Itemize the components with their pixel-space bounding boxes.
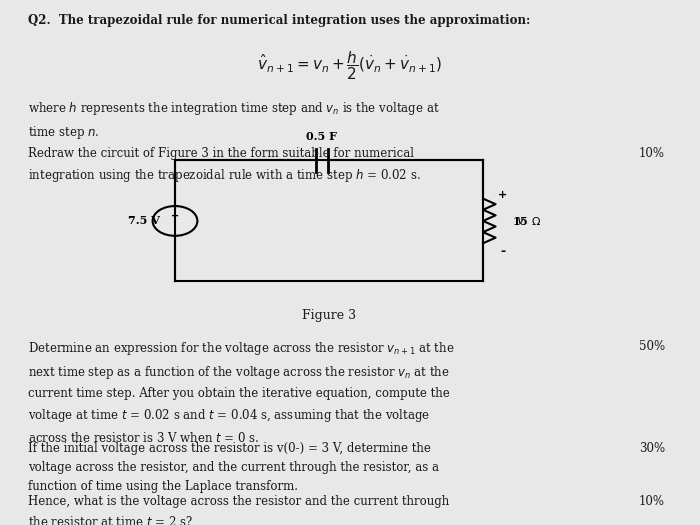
Text: v: v <box>517 214 524 227</box>
Text: 10%: 10% <box>639 146 665 160</box>
Text: 0.5 F: 0.5 F <box>307 131 337 142</box>
Text: Hence, what is the voltage across the resistor and the current through
the resis: Hence, what is the voltage across the re… <box>28 496 449 525</box>
Text: -: - <box>500 245 505 258</box>
Text: where $h$ represents the integration time step and $v_n$ is the voltage at
time : where $h$ represents the integration tim… <box>28 100 440 141</box>
Text: Q2.  The trapezoidal rule for numerical integration uses the approximation:: Q2. The trapezoidal rule for numerical i… <box>28 14 531 27</box>
Text: 50%: 50% <box>639 340 665 353</box>
Text: 15 $\Omega$: 15 $\Omega$ <box>512 215 542 227</box>
Text: 10%: 10% <box>639 496 665 508</box>
Text: Figure 3: Figure 3 <box>302 309 356 322</box>
Text: Redraw the circuit of Figure 3 in the form suitable for numerical
integration us: Redraw the circuit of Figure 3 in the fo… <box>28 146 421 184</box>
Text: 7.5 V: 7.5 V <box>127 215 160 226</box>
Text: $\hat{v}_{n+1} = v_n + \dfrac{h}{2}(\dot{v}_n + \dot{v}_{n+1})$: $\hat{v}_{n+1} = v_n + \dfrac{h}{2}(\dot… <box>257 49 443 81</box>
Text: 30%: 30% <box>639 442 665 455</box>
Text: If the initial voltage across the resistor is v(0-) = 3 V, determine the
voltage: If the initial voltage across the resist… <box>28 442 439 493</box>
Text: +: + <box>171 212 179 222</box>
Text: Determine an expression for the voltage across the resistor $v_{n+1}$ at the
nex: Determine an expression for the voltage … <box>28 340 454 445</box>
Text: +: + <box>498 191 508 201</box>
